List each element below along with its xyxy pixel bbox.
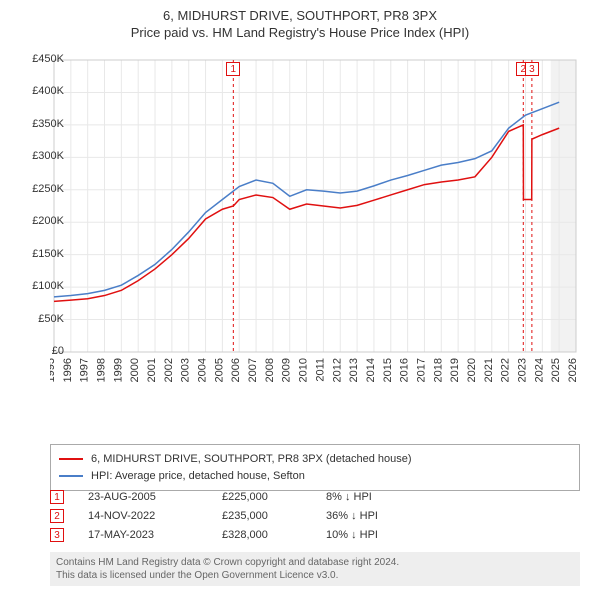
y-axis-label: £450K xyxy=(18,53,64,65)
y-axis-label: £200K xyxy=(18,215,64,227)
svg-text:2016: 2016 xyxy=(399,358,411,382)
legend-swatch-icon xyxy=(59,475,83,477)
event-number-box: 3 xyxy=(50,528,64,542)
svg-text:1996: 1996 xyxy=(62,358,74,382)
y-axis-label: £50K xyxy=(18,313,64,325)
event-number-box: 2 xyxy=(50,509,64,523)
event-row: 2 14-NOV-2022 £235,000 36% ↓ HPI xyxy=(50,509,580,523)
title-address: 6, MIDHURST DRIVE, SOUTHPORT, PR8 3PX xyxy=(0,8,600,23)
chart-svg: 1995 1996 1997 1998 1999 2000 2001 2002 2003 2004… xyxy=(50,56,580,396)
chart-plot-area: 1995 1996 1997 1998 1999 2000 2001 2002 2003 2004… xyxy=(50,56,580,396)
legend-label: 6, MIDHURST DRIVE, SOUTHPORT, PR8 3PX (d… xyxy=(91,451,412,468)
footer-line1: Contains HM Land Registry data © Crown c… xyxy=(56,556,574,569)
svg-text:1995: 1995 xyxy=(50,358,57,382)
svg-text:1998: 1998 xyxy=(96,358,108,382)
event-marker-on-chart: 1 xyxy=(226,62,240,76)
legend-box: 6, MIDHURST DRIVE, SOUTHPORT, PR8 3PX (d… xyxy=(50,444,580,491)
event-price: £225,000 xyxy=(222,491,302,503)
event-delta: 8% ↓ HPI xyxy=(326,491,436,503)
legend-label: HPI: Average price, detached house, Seft… xyxy=(91,468,305,485)
svg-text:2019: 2019 xyxy=(449,358,461,382)
event-date: 23-AUG-2005 xyxy=(88,491,198,503)
svg-text:2004: 2004 xyxy=(197,358,209,382)
y-axis-label: £400K xyxy=(18,85,64,97)
svg-text:2001: 2001 xyxy=(146,358,158,382)
event-delta: 36% ↓ HPI xyxy=(326,510,436,522)
svg-text:2012: 2012 xyxy=(331,358,343,382)
svg-text:2021: 2021 xyxy=(483,358,495,382)
svg-text:2017: 2017 xyxy=(415,358,427,382)
svg-text:2025: 2025 xyxy=(550,358,562,382)
svg-text:2010: 2010 xyxy=(298,358,310,382)
svg-text:2015: 2015 xyxy=(382,358,394,382)
y-axis-label: £300K xyxy=(18,150,64,162)
event-row: 1 23-AUG-2005 £225,000 8% ↓ HPI xyxy=(50,490,580,504)
y-axis-label: £250K xyxy=(18,183,64,195)
event-delta: 10% ↓ HPI xyxy=(326,529,436,541)
svg-text:2023: 2023 xyxy=(516,358,528,382)
svg-text:2003: 2003 xyxy=(180,358,192,382)
legend-row: 6, MIDHURST DRIVE, SOUTHPORT, PR8 3PX (d… xyxy=(59,451,571,468)
svg-text:2011: 2011 xyxy=(314,358,326,382)
svg-text:2024: 2024 xyxy=(533,358,545,382)
legend-swatch-icon xyxy=(59,458,83,460)
y-axis-label: £100K xyxy=(18,280,64,292)
event-price: £235,000 xyxy=(222,510,302,522)
svg-text:1999: 1999 xyxy=(112,358,124,382)
title-block: 6, MIDHURST DRIVE, SOUTHPORT, PR8 3PX Pr… xyxy=(0,0,600,40)
y-axis-label: £350K xyxy=(18,118,64,130)
svg-text:2026: 2026 xyxy=(567,358,579,382)
event-marker-on-chart: 3 xyxy=(525,62,539,76)
svg-text:1997: 1997 xyxy=(79,358,91,382)
y-axis-label: £150K xyxy=(18,248,64,260)
svg-text:2020: 2020 xyxy=(466,358,478,382)
svg-text:2006: 2006 xyxy=(230,358,242,382)
svg-text:2018: 2018 xyxy=(432,358,444,382)
svg-text:2002: 2002 xyxy=(163,358,175,382)
footer-line2: This data is licensed under the Open Gov… xyxy=(56,569,574,582)
svg-text:2014: 2014 xyxy=(365,358,377,382)
footer-attribution: Contains HM Land Registry data © Crown c… xyxy=(50,552,580,586)
title-subtitle: Price paid vs. HM Land Registry's House … xyxy=(0,25,600,40)
events-table: 1 23-AUG-2005 £225,000 8% ↓ HPI 2 14-NOV-2022… xyxy=(50,490,580,547)
svg-text:2007: 2007 xyxy=(247,358,259,382)
chart-container: 6, MIDHURST DRIVE, SOUTHPORT, PR8 3PX Pr… xyxy=(0,0,600,590)
event-number-box: 1 xyxy=(50,490,64,504)
svg-text:2005: 2005 xyxy=(213,358,225,382)
event-price: £328,000 xyxy=(222,529,302,541)
legend-row: HPI: Average price, detached house, Seft… xyxy=(59,468,571,485)
svg-text:2009: 2009 xyxy=(281,358,293,382)
svg-text:2008: 2008 xyxy=(264,358,276,382)
svg-text:2000: 2000 xyxy=(129,358,141,382)
event-date: 14-NOV-2022 xyxy=(88,510,198,522)
svg-text:2022: 2022 xyxy=(500,358,512,382)
event-row: 3 17-MAY-2023 £328,000 10% ↓ HPI xyxy=(50,528,580,542)
event-date: 17-MAY-2023 xyxy=(88,529,198,541)
svg-text:2013: 2013 xyxy=(348,358,360,382)
y-axis-label: £0 xyxy=(18,345,64,357)
